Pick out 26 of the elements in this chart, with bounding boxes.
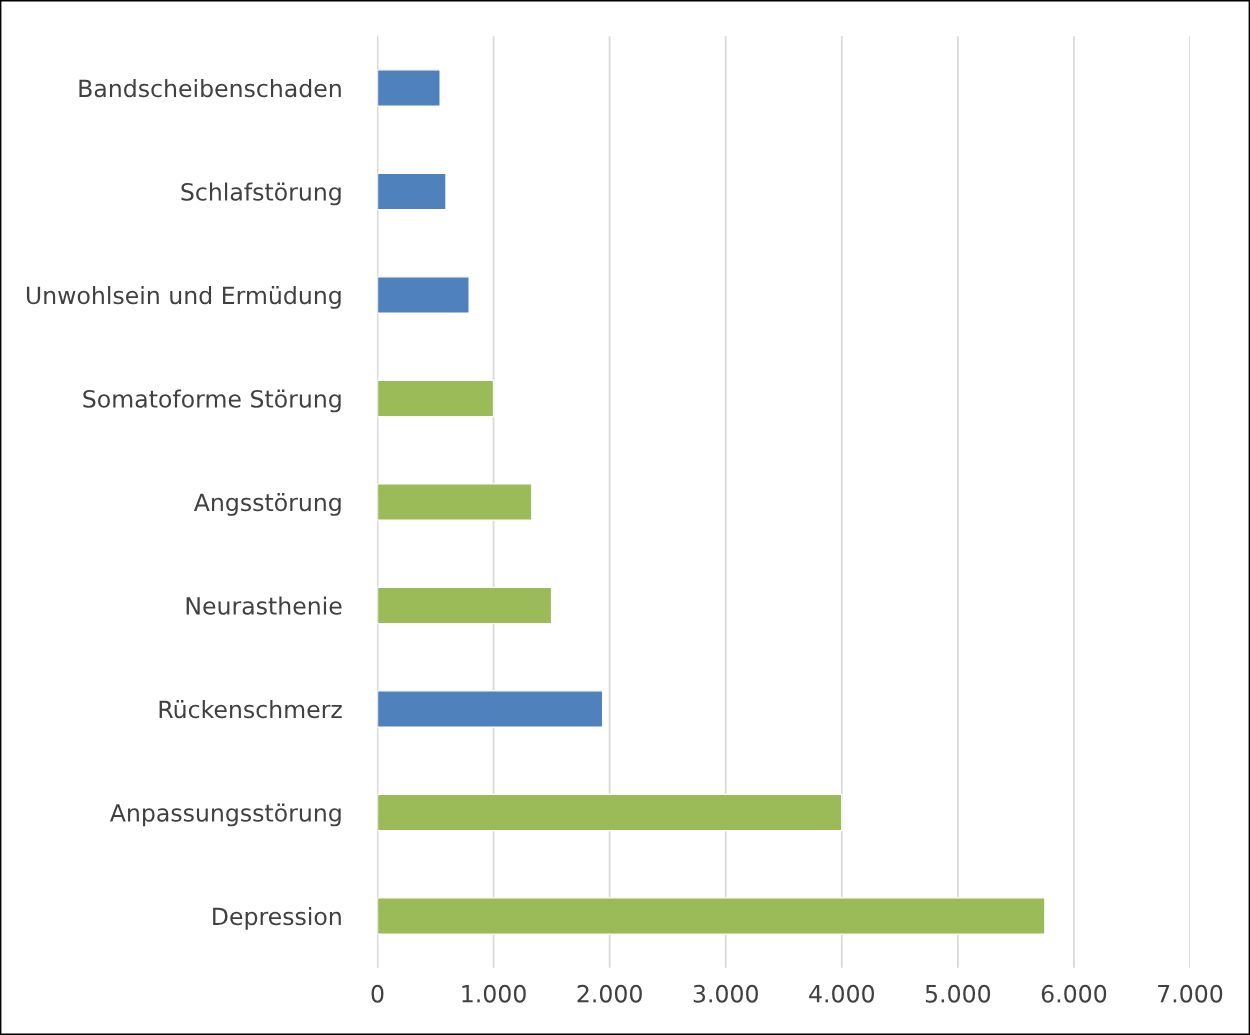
- x-tick-label: 6.000: [1041, 984, 1107, 1003]
- x-tick-label: 4.000: [809, 984, 875, 1003]
- y-tick-label: Anpassungsstörung: [109, 803, 341, 827]
- bar: [377, 586, 553, 625]
- y-tick-label: Unwohlsein und Ermüdung: [26, 286, 341, 309]
- bar: [377, 276, 470, 314]
- bar: [377, 69, 441, 107]
- x-tick-label: 1.000: [462, 984, 526, 1003]
- x-tick-label: 3.000: [693, 984, 758, 1003]
- bar: [377, 379, 495, 418]
- y-tick-label: Somatoforme Störung: [83, 389, 341, 413]
- y-tick-label: Bandscheibenschaden: [79, 79, 341, 98]
- y-tick-label: Neurasthenie: [186, 596, 342, 615]
- y-tick-label: Rückenschmerz: [159, 700, 342, 719]
- bar: [377, 690, 604, 728]
- y-tick-label: Angsstörung: [193, 493, 341, 516]
- bar: [377, 793, 843, 832]
- y-tick-label: Depression: [213, 907, 341, 930]
- y-tick-label: Schlafstörung: [181, 182, 341, 206]
- bar: [377, 483, 533, 521]
- x-tick-label: 7.000: [1158, 984, 1223, 1003]
- bar: [377, 172, 447, 211]
- x-tick-label: 0: [371, 984, 384, 1003]
- x-tick-label: 2.000: [577, 984, 642, 1003]
- bar: [377, 897, 1046, 935]
- x-tick-label: 5.000: [925, 984, 991, 1003]
